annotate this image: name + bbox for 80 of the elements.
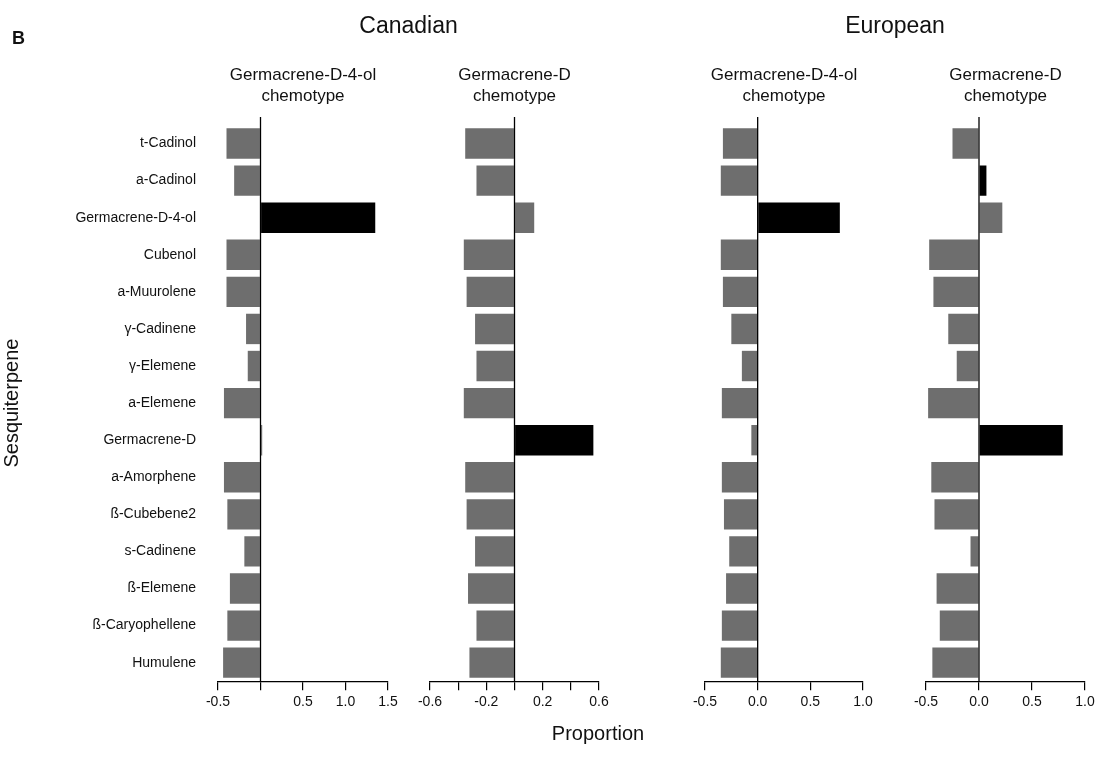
y-tick-label: γ-Elemene [129,356,197,373]
y-tick-label: a-Muurolene [117,282,197,299]
bar [465,462,514,493]
bar [952,128,979,159]
bar [933,276,979,308]
x-tick-label: 0.5 [1022,693,1042,710]
x-tick-label: 0.0 [747,693,768,710]
x-tick-label: -0.5 [205,693,231,710]
bar [466,499,514,530]
bar [244,536,260,567]
bar [463,387,514,419]
bar [931,462,979,493]
y-tick-label: Germacrene-D-4-ol [75,208,196,225]
y-tick-label: s-Cadinene [124,542,197,559]
x-tick-label: 0.5 [800,693,821,710]
y-tick-label: ß-Caryophellene [92,616,197,633]
y-tick-label: t-Cadinol [139,134,196,151]
bar [476,165,514,196]
bar [936,573,979,604]
bar [465,128,514,159]
bar [970,536,979,567]
chart-subtitle: Germacrene-D chemotype [457,64,572,106]
bar [928,387,979,419]
text: B [12,28,25,49]
x-tick-label: 1.5 [378,693,398,710]
bar [515,202,535,233]
y-tick-label: ß-Cubebene2 [110,505,197,522]
x-tick-label: 0.0 [969,693,989,710]
y-tick-label: ß-Elemene [127,579,197,596]
y-tick-label: a-Amorphene [111,468,197,485]
x-tick-label: 1.0 [1075,693,1095,710]
bar [463,239,514,270]
bar [247,350,260,382]
bar [227,610,260,641]
x-tick-label: -0.5 [692,693,718,710]
bar [246,313,260,345]
y-tick-label: Cubenol [143,245,196,262]
chart-subtitle: Germacrene-D-4-ol chemotype [709,64,859,106]
bar [932,647,979,678]
x-tick-label: -0.2 [474,693,499,710]
bar [948,313,979,345]
x-tick-label: 1.0 [335,693,356,710]
y-tick-label: Humulene [132,653,197,670]
bar [226,128,260,159]
bar [468,573,514,604]
x-tick-label: -0.6 [417,693,443,710]
chart-title: European [844,12,946,39]
y-axis-title: Sesquiterpene [0,338,22,468]
x-tick-label: -0.5 [913,693,939,710]
chart-title: Canadian [358,12,459,39]
bar [469,647,514,678]
y-tick-label: γ-Cadinene [124,319,197,336]
bar [234,165,260,196]
bar [227,499,260,530]
bar [223,647,260,678]
bar [229,573,260,604]
bar [226,276,260,308]
chart-subtitle: Germacrene-D-4-ol chemotype [228,64,378,106]
y-tick-label: a-Cadinol [136,171,196,188]
bar [476,610,514,641]
bar [475,313,514,345]
x-axis-title: Proportion [551,722,645,745]
y-tick-label: Germacrene-D [103,431,196,448]
x-tick-label: 0.6 [589,693,609,710]
bar [929,239,979,270]
chart-subtitle: Germacrene-D chemotype [948,64,1063,106]
bar [939,610,979,641]
bar [226,239,260,270]
bar [934,499,979,530]
bar [476,350,514,382]
bar [979,202,1003,233]
bar [223,462,260,493]
bar [466,276,514,308]
bar [223,387,260,419]
y-tick-label: a-Elemene [128,393,197,410]
bar [475,536,514,567]
x-tick-label: 1.0 [853,693,873,710]
x-tick-label: 0.2 [532,693,553,710]
bar [956,350,979,382]
x-tick-label: 0.5 [293,693,313,710]
